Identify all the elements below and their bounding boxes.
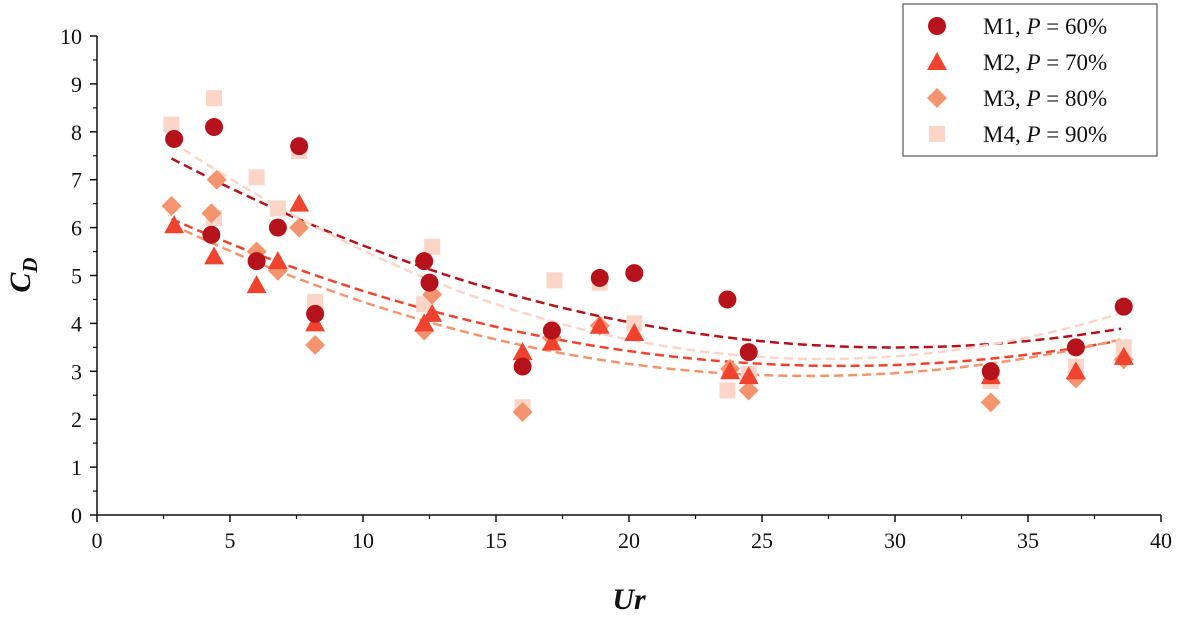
data-point-series-1 [205, 118, 224, 137]
legend: M1, P = 60% M2, P = 70% M3, P = 80% M4, P =… [902, 3, 1158, 157]
y-tick-label: 8 [71, 120, 82, 145]
data-point-series-2 [1065, 361, 1086, 380]
fit-curve-3 [170, 223, 1122, 378]
data-point-series-2 [1113, 346, 1134, 365]
data-point-series-3 [980, 392, 1001, 413]
data-point-series-3 [738, 380, 759, 401]
data-point-series-2 [720, 361, 741, 380]
data-point-series-4 [546, 272, 563, 289]
data-point-series-1 [718, 290, 737, 309]
x-tick-label: 25 [751, 528, 773, 553]
data-point-series-4 [424, 238, 441, 255]
data-point-series-1 [739, 343, 758, 362]
y-tick-label: 5 [71, 264, 82, 289]
data-point-series-1 [542, 321, 561, 340]
fit-curves [170, 140, 1122, 378]
x-tick-label: 20 [618, 528, 640, 553]
data-point-series-1 [247, 252, 266, 271]
data-point-series-3 [289, 217, 310, 238]
data-point-series-1 [513, 357, 532, 376]
data-point-series-2 [204, 246, 225, 265]
x-tick-label: 10 [352, 528, 374, 553]
x-axis-title: Ur [612, 583, 646, 616]
y-tick-label: 9 [71, 72, 82, 97]
fit-curve-2 [171, 217, 1122, 368]
data-point-series-1 [268, 218, 287, 237]
data-point-series-4 [269, 200, 286, 217]
data-points [161, 90, 1134, 423]
y-tick-label: 2 [71, 407, 82, 432]
y-tick-label: 6 [71, 216, 82, 241]
y-tick-label: 7 [71, 168, 82, 193]
data-point-series-2 [512, 342, 533, 361]
fit-curve-4 [170, 140, 1122, 361]
y-tick-label: 1 [71, 455, 82, 480]
axes: 0 5 10 15 20 25 30 35 40 0 1 2 3 4 5 6 7 8 9 10 [60, 24, 1172, 553]
data-point-series-2 [541, 332, 562, 351]
legend-marker [927, 52, 947, 70]
y-axis-title: CD [4, 257, 42, 292]
data-point-series-4 [206, 90, 223, 107]
data-point-series-4 [248, 169, 265, 186]
data-point-series-1 [290, 137, 309, 156]
data-point-series-3 [305, 334, 326, 355]
x-tick-label: 30 [884, 528, 906, 553]
data-point-series-1 [306, 304, 325, 323]
data-point-series-2 [267, 251, 288, 270]
legend-label: M4, P = 90% [983, 122, 1107, 147]
data-point-series-3 [512, 402, 533, 423]
x-tick-label: 0 [92, 528, 103, 553]
data-point-series-1 [420, 273, 439, 292]
data-point-series-2 [289, 193, 310, 212]
data-point-series-1 [1066, 338, 1085, 357]
x-tick-label: 15 [485, 528, 507, 553]
x-tick-label: 35 [1017, 528, 1039, 553]
y-tick-label: 10 [60, 24, 82, 49]
data-point-series-1 [625, 264, 644, 283]
x-tick-label: 5 [225, 528, 236, 553]
fit-curve-1 [170, 157, 1122, 349]
legend-marker [929, 126, 945, 142]
y-axis-title-main: C [4, 272, 37, 293]
data-point-series-1 [981, 362, 1000, 381]
data-point-series-2 [624, 322, 645, 341]
y-tick-label: 3 [71, 359, 82, 384]
data-point-series-2 [414, 313, 435, 332]
data-point-series-2 [164, 215, 185, 234]
data-point-series-2 [422, 303, 443, 322]
data-point-series-3 [206, 169, 227, 190]
legend-box [902, 3, 1158, 157]
y-tick-label: 4 [71, 311, 82, 336]
data-point-series-1 [202, 225, 221, 244]
legend-marker [927, 88, 947, 108]
data-point-series-3 [161, 196, 182, 217]
data-point-series-1 [590, 268, 609, 287]
legend-label: M2, P = 70% [983, 50, 1107, 75]
y-tick-label: 0 [71, 503, 82, 528]
data-point-series-2 [589, 315, 610, 334]
data-point-series-4 [163, 116, 180, 133]
legend-marker [928, 17, 946, 35]
legend-label: M3, P = 80% [983, 86, 1107, 111]
legend-label: M1, P = 60% [983, 14, 1107, 39]
data-point-series-2 [246, 275, 267, 294]
data-point-series-1 [415, 252, 434, 271]
data-point-series-3 [201, 203, 222, 224]
x-tick-label: 40 [1150, 528, 1172, 553]
data-point-series-2 [738, 366, 759, 385]
data-point-series-1 [1114, 297, 1133, 316]
y-axis-title-sub: D [18, 257, 42, 273]
data-point-series-4 [719, 382, 736, 399]
data-point-series-1 [165, 129, 184, 148]
